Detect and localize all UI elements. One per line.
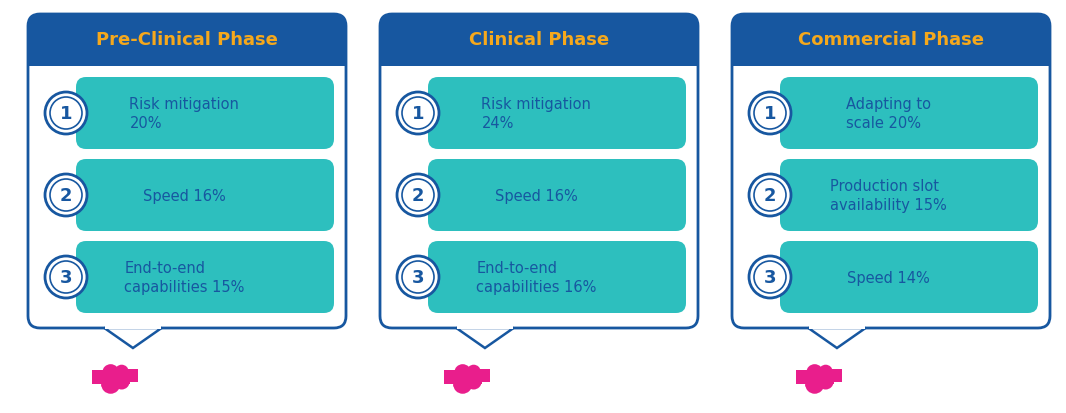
Circle shape (402, 98, 434, 130)
Ellipse shape (101, 377, 120, 392)
Circle shape (819, 365, 833, 379)
FancyBboxPatch shape (429, 242, 687, 313)
Text: 2: 2 (60, 187, 72, 204)
FancyBboxPatch shape (76, 78, 334, 150)
Circle shape (454, 364, 471, 381)
Circle shape (102, 364, 119, 381)
FancyBboxPatch shape (732, 15, 1050, 67)
Bar (809, 326, 865, 329)
Ellipse shape (805, 377, 824, 392)
Text: 1: 1 (763, 105, 776, 123)
Text: Production slot
availability 15%: Production slot availability 15% (830, 179, 947, 212)
Circle shape (50, 98, 82, 130)
Wedge shape (818, 382, 834, 389)
Polygon shape (808, 328, 866, 348)
FancyBboxPatch shape (379, 15, 698, 67)
Bar (810, 369, 841, 382)
Bar (732, 55, 1050, 67)
Wedge shape (466, 382, 482, 389)
Polygon shape (456, 328, 514, 348)
FancyBboxPatch shape (429, 159, 687, 231)
Text: End-to-end
capabilities 15%: End-to-end capabilities 15% (124, 261, 244, 294)
Text: 3: 3 (411, 268, 424, 286)
Circle shape (45, 93, 87, 135)
Bar (457, 369, 489, 382)
Circle shape (754, 180, 786, 211)
Circle shape (749, 93, 791, 135)
Circle shape (50, 261, 82, 293)
Wedge shape (805, 385, 824, 394)
Ellipse shape (114, 375, 130, 388)
Text: 3: 3 (60, 268, 72, 286)
Circle shape (45, 256, 87, 298)
Circle shape (749, 175, 791, 216)
Text: Risk mitigation
20%: Risk mitigation 20% (129, 97, 239, 131)
Wedge shape (453, 385, 472, 394)
Text: 2: 2 (763, 187, 776, 204)
Circle shape (397, 256, 439, 298)
Text: End-to-end
capabilities 16%: End-to-end capabilities 16% (477, 261, 597, 294)
Text: 2: 2 (411, 187, 424, 204)
Circle shape (754, 261, 786, 293)
Bar (92, 370, 130, 385)
Text: 3: 3 (763, 268, 776, 286)
Bar (106, 326, 161, 329)
FancyBboxPatch shape (28, 15, 346, 67)
Text: Risk mitigation
24%: Risk mitigation 24% (482, 97, 592, 131)
Text: Speed 16%: Speed 16% (143, 188, 226, 203)
Circle shape (50, 180, 82, 211)
Ellipse shape (453, 377, 472, 392)
Circle shape (115, 365, 129, 379)
FancyBboxPatch shape (732, 15, 1050, 328)
FancyBboxPatch shape (28, 15, 346, 328)
FancyBboxPatch shape (76, 242, 334, 313)
Bar (28, 55, 346, 67)
Text: Speed 16%: Speed 16% (495, 188, 578, 203)
Text: Clinical Phase: Clinical Phase (469, 31, 609, 49)
Bar (457, 326, 513, 329)
Bar (379, 55, 698, 67)
Text: Adapting to
scale 20%: Adapting to scale 20% (845, 97, 931, 131)
Circle shape (402, 180, 434, 211)
Bar (106, 369, 138, 382)
Circle shape (754, 98, 786, 130)
Circle shape (467, 365, 481, 379)
Text: Pre-Clinical Phase: Pre-Clinical Phase (96, 31, 278, 49)
Bar (796, 370, 834, 385)
Ellipse shape (818, 375, 834, 388)
FancyBboxPatch shape (780, 242, 1038, 313)
Wedge shape (101, 385, 120, 394)
Circle shape (402, 261, 434, 293)
Circle shape (806, 364, 823, 381)
FancyBboxPatch shape (429, 78, 687, 150)
Text: 1: 1 (411, 105, 424, 123)
Polygon shape (104, 328, 162, 348)
Text: Commercial Phase: Commercial Phase (798, 31, 984, 49)
Text: 1: 1 (60, 105, 72, 123)
Circle shape (397, 93, 439, 135)
FancyBboxPatch shape (780, 159, 1038, 231)
Circle shape (45, 175, 87, 216)
Ellipse shape (466, 375, 482, 388)
FancyBboxPatch shape (379, 15, 698, 328)
Circle shape (397, 175, 439, 216)
Wedge shape (114, 382, 130, 389)
FancyBboxPatch shape (780, 78, 1038, 150)
Text: Speed 14%: Speed 14% (847, 270, 930, 285)
Circle shape (749, 256, 791, 298)
Bar (443, 370, 482, 385)
FancyBboxPatch shape (76, 159, 334, 231)
